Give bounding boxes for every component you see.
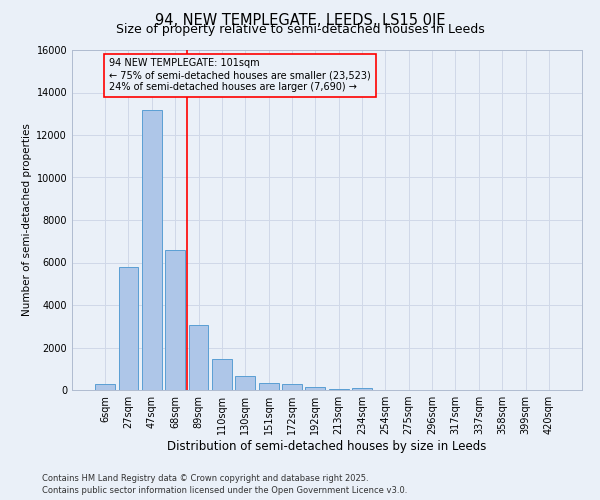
Text: 94, NEW TEMPLEGATE, LEEDS, LS15 0JE: 94, NEW TEMPLEGATE, LEEDS, LS15 0JE [155,12,445,28]
Y-axis label: Number of semi-detached properties: Number of semi-detached properties [22,124,32,316]
Bar [165,250,185,390]
Bar [142,110,162,390]
Bar [188,325,208,390]
Bar [282,384,302,390]
Bar [95,384,115,390]
Bar [259,383,278,390]
Bar [329,389,349,390]
Bar [119,267,139,390]
Bar [352,388,372,390]
Text: 94 NEW TEMPLEGATE: 101sqm
← 75% of semi-detached houses are smaller (23,523)
24%: 94 NEW TEMPLEGATE: 101sqm ← 75% of semi-… [109,58,371,92]
Text: Contains HM Land Registry data © Crown copyright and database right 2025.
Contai: Contains HM Land Registry data © Crown c… [42,474,407,495]
Bar [305,388,325,390]
X-axis label: Distribution of semi-detached houses by size in Leeds: Distribution of semi-detached houses by … [167,440,487,453]
Text: Size of property relative to semi-detached houses in Leeds: Size of property relative to semi-detach… [116,22,484,36]
Bar [212,358,232,390]
Bar [235,376,255,390]
